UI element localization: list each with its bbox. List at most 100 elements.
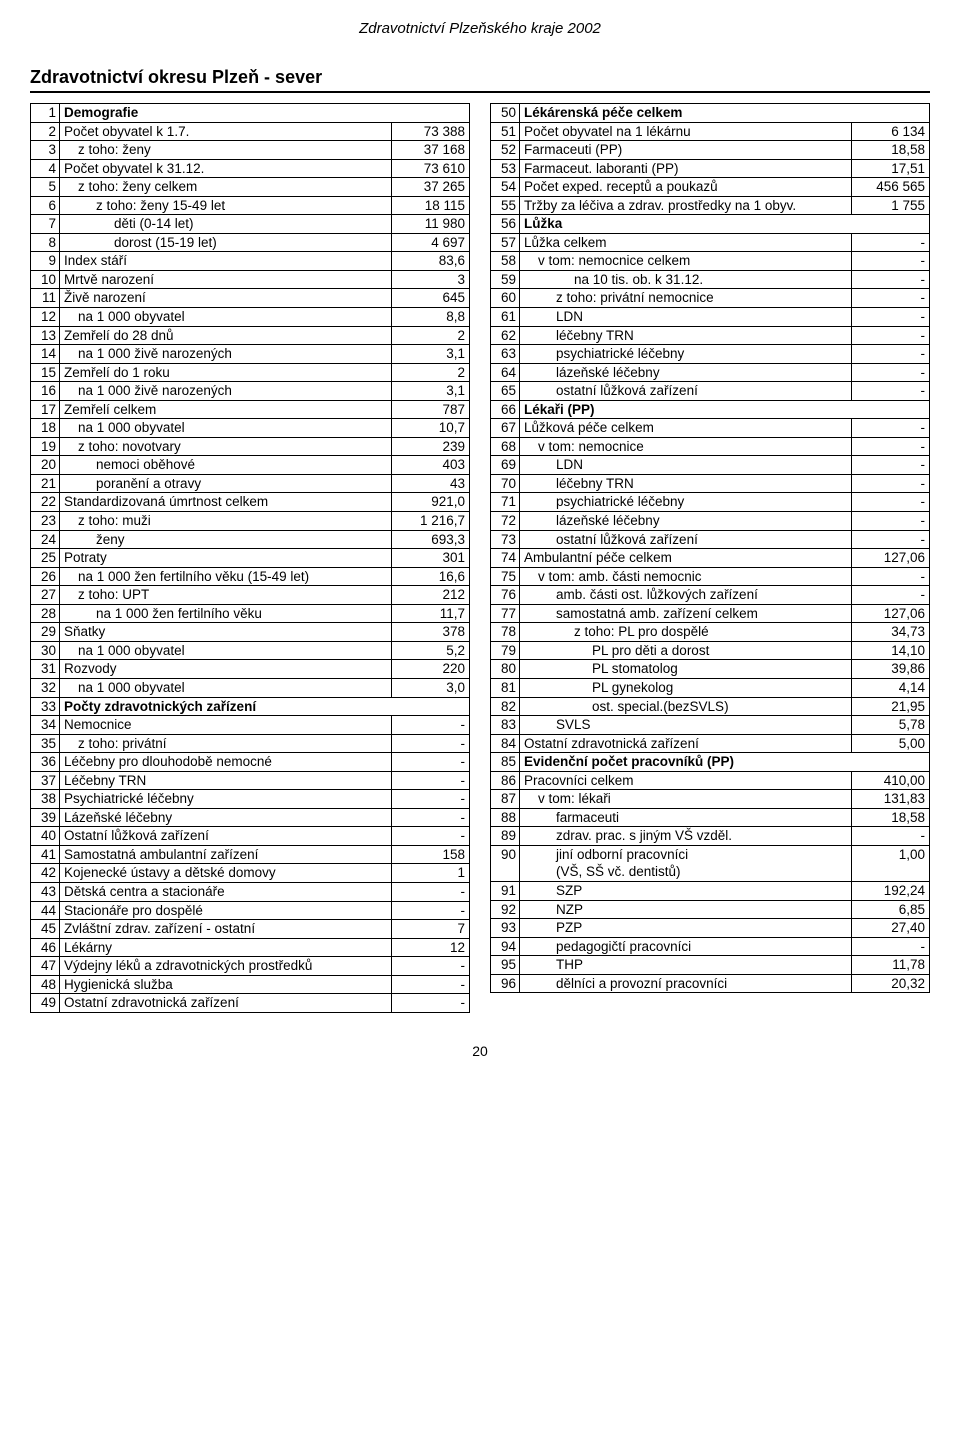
table-row: 16na 1 000 živě narozených3,1 <box>31 382 470 401</box>
row-label: Mrtvě narození <box>60 270 392 289</box>
row-label: LDN <box>520 456 852 475</box>
row-value: 787 <box>392 400 470 419</box>
row-label: ženy <box>60 530 392 549</box>
row-label: zdrav. prac. s jiným VŠ vzděl. <box>520 827 852 846</box>
table-row: 20nemoci oběhové403 <box>31 456 470 475</box>
row-label: Farmaceuti (PP) <box>520 141 852 160</box>
table-row: 29Sňatky378 <box>31 623 470 642</box>
row-number: 64 <box>491 363 520 382</box>
row-label: Léčebny TRN <box>60 771 392 790</box>
row-value: 34,73 <box>852 623 930 642</box>
table-row: 58v tom: nemocnice celkem- <box>491 252 930 271</box>
table-row: 91SZP192,24 <box>491 881 930 900</box>
row-value: 158 <box>392 845 470 864</box>
row-number: 41 <box>31 845 60 864</box>
row-number: 43 <box>31 882 60 901</box>
row-number: 29 <box>31 623 60 642</box>
row-label: Zvláštní zdrav. zařízení - ostatní <box>60 920 392 939</box>
row-value: - <box>852 530 930 549</box>
row-number: 6 <box>31 196 60 215</box>
row-label: Lůžka celkem <box>520 233 852 252</box>
row-label: lázeňské léčebny <box>520 363 852 382</box>
row-label: Psychiatrické léčebny <box>60 790 392 809</box>
row-label: Léčebny pro dlouhodobě nemocné <box>60 753 392 772</box>
row-value: 5,78 <box>852 716 930 735</box>
row-number: 1 <box>31 104 60 123</box>
row-value: 83,6 <box>392 252 470 271</box>
row-number: 21 <box>31 474 60 493</box>
table-row: 49Ostatní zdravotnická zařízení- <box>31 994 470 1013</box>
row-value: 1,00 <box>852 845 930 881</box>
row-number: 40 <box>31 827 60 846</box>
row-value: 12 <box>392 938 470 957</box>
table-row: 31Rozvody220 <box>31 660 470 679</box>
right-column: 50Lékárenská péče celkem51Počet obyvatel… <box>490 103 930 1013</box>
row-number: 71 <box>491 493 520 512</box>
table-row: 28na 1 000 žen fertilního věku11,7 <box>31 604 470 623</box>
row-number: 22 <box>31 493 60 512</box>
row-number: 90 <box>491 845 520 881</box>
row-number: 48 <box>31 975 60 994</box>
table-row: 42Kojenecké ústavy a dětské domovy1 <box>31 864 470 883</box>
table-row: 24ženy693,3 <box>31 530 470 549</box>
row-label: Počty zdravotnických zařízení <box>60 697 470 716</box>
row-number: 27 <box>31 586 60 605</box>
row-label: psychiatrické léčebny <box>520 345 852 364</box>
row-number: 91 <box>491 881 520 900</box>
table-row: 39Lázeňské léčebny- <box>31 808 470 827</box>
row-value: - <box>392 975 470 994</box>
row-number: 17 <box>31 400 60 419</box>
table-row: 2Počet obyvatel k 1.7.73 388 <box>31 122 470 141</box>
row-label: Lékaři (PP) <box>520 400 930 419</box>
row-value: - <box>852 474 930 493</box>
row-label: Počet exped. receptů a poukazů <box>520 178 852 197</box>
row-label: Dětská centra a stacionáře <box>60 882 392 901</box>
row-label: farmaceuti <box>520 808 852 827</box>
row-label: léčebny TRN <box>520 326 852 345</box>
row-number: 83 <box>491 716 520 735</box>
row-number: 34 <box>31 716 60 735</box>
table-row: 10Mrtvě narození3 <box>31 270 470 289</box>
row-number: 76 <box>491 586 520 605</box>
table-row: 11Živě narození645 <box>31 289 470 308</box>
row-label: lázeňské léčebny <box>520 512 852 531</box>
table-row: 92NZP6,85 <box>491 900 930 919</box>
row-number: 66 <box>491 400 520 419</box>
table-row: 94pedagogičtí pracovníci- <box>491 937 930 956</box>
row-value: - <box>392 771 470 790</box>
row-number: 74 <box>491 549 520 568</box>
row-label: v tom: amb. části nemocnic <box>520 567 852 586</box>
row-label: PL pro děti a dorost <box>520 641 852 660</box>
row-value: - <box>852 419 930 438</box>
row-label: Ambulantní péče celkem <box>520 549 852 568</box>
row-label: Kojenecké ústavy a dětské domovy <box>60 864 392 883</box>
row-number: 33 <box>31 697 60 716</box>
table-row: 1Demografie <box>31 104 470 123</box>
row-label: na 10 tis. ob. k 31.12. <box>520 270 852 289</box>
table-row: 87v tom: lékaři131,83 <box>491 790 930 809</box>
row-number: 51 <box>491 122 520 141</box>
row-value: - <box>852 437 930 456</box>
table-row: 72lázeňské léčebny- <box>491 512 930 531</box>
row-number: 42 <box>31 864 60 883</box>
row-label: pedagogičtí pracovníci <box>520 937 852 956</box>
row-label: z toho: muži <box>60 512 392 531</box>
row-value: - <box>392 957 470 976</box>
row-number: 81 <box>491 678 520 697</box>
row-value: 39,86 <box>852 660 930 679</box>
row-label: na 1 000 obyvatel <box>60 419 392 438</box>
row-number: 70 <box>491 474 520 493</box>
row-value: 10,7 <box>392 419 470 438</box>
row-number: 95 <box>491 956 520 975</box>
row-value: 456 565 <box>852 178 930 197</box>
row-value: 3 <box>392 270 470 289</box>
row-number: 31 <box>31 660 60 679</box>
row-label: Demografie <box>60 104 470 123</box>
table-row: 62léčebny TRN- <box>491 326 930 345</box>
row-value: 4,14 <box>852 678 930 697</box>
row-number: 2 <box>31 122 60 141</box>
row-label: Zemřelí do 28 dnů <box>60 326 392 345</box>
left-table: 1Demografie2Počet obyvatel k 1.7.73 388 3… <box>30 103 470 1013</box>
row-value: 212 <box>392 586 470 605</box>
row-number: 62 <box>491 326 520 345</box>
